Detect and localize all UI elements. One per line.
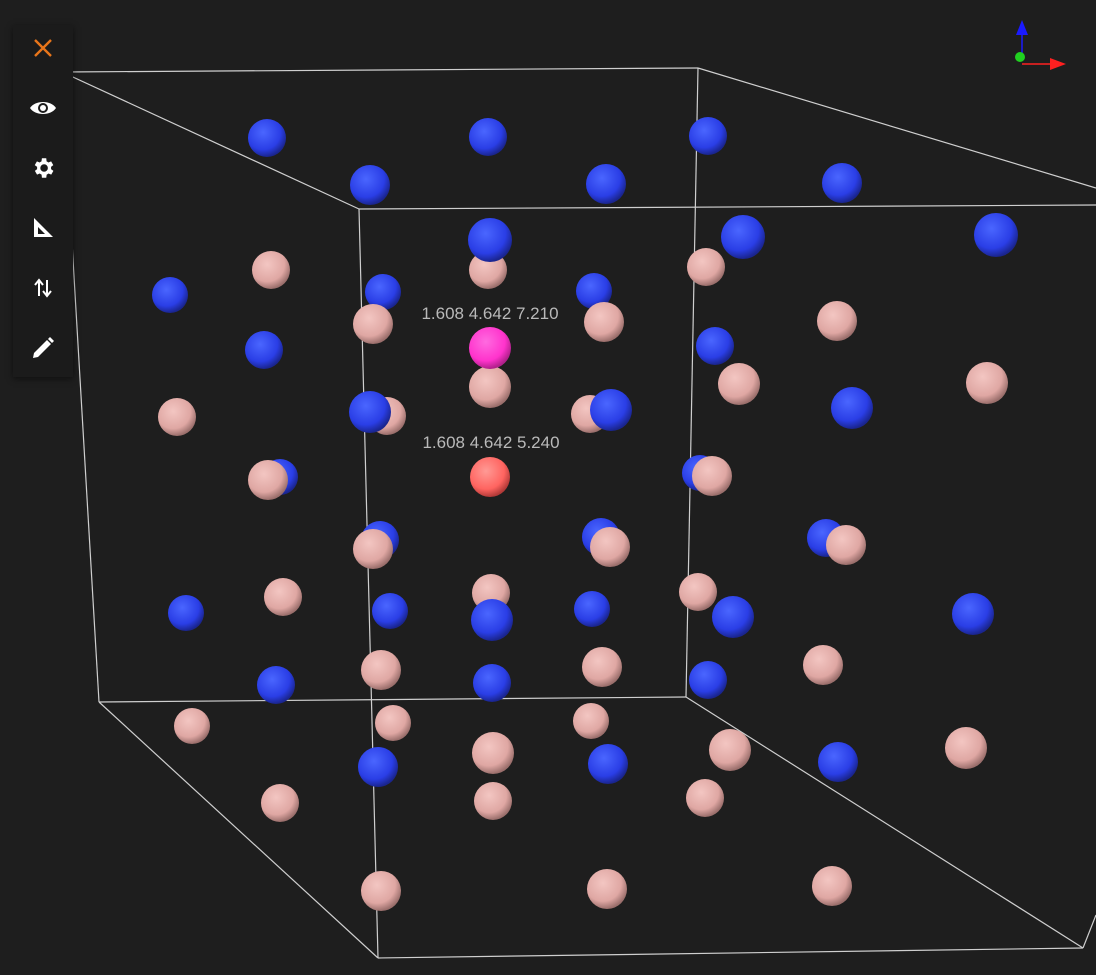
atom-pink[interactable] (718, 363, 760, 405)
eye-icon (30, 102, 56, 114)
atom-blue[interactable] (689, 117, 727, 155)
close-button[interactable] (29, 34, 57, 62)
atom-blue[interactable] (372, 593, 408, 629)
atom-pink[interactable] (264, 578, 302, 616)
atom-blue[interactable] (696, 327, 734, 365)
visibility-button[interactable] (29, 94, 57, 122)
atom-blue[interactable] (350, 165, 390, 205)
atom-blue[interactable] (349, 391, 391, 433)
atom-blue[interactable] (822, 163, 862, 203)
atom-blue[interactable] (588, 744, 628, 784)
atom-pink[interactable] (573, 703, 609, 739)
atom-pink[interactable] (966, 362, 1008, 404)
atom-blue[interactable] (471, 599, 513, 641)
atom-pink[interactable] (692, 456, 732, 496)
atom-pink[interactable] (472, 732, 514, 774)
cell-edge (98, 696, 687, 703)
axes-gizmo (1015, 20, 1066, 70)
atom-blue[interactable] (358, 747, 398, 787)
settings-button[interactable] (29, 154, 57, 182)
cell-edge (377, 947, 1084, 959)
atom-pink[interactable] (812, 866, 852, 906)
atom-blue[interactable] (248, 119, 286, 157)
gear-icon (34, 158, 54, 178)
selected-atom-top[interactable] (469, 327, 511, 369)
atom-pink[interactable] (686, 779, 724, 817)
atom-blue[interactable] (473, 664, 511, 702)
atom-pink[interactable] (679, 573, 717, 611)
cell-edge (697, 67, 1096, 189)
atom-pink[interactable] (587, 869, 627, 909)
cell-edge (685, 696, 1084, 949)
atom-pink[interactable] (353, 529, 393, 569)
atom-pink[interactable] (375, 705, 411, 741)
atom-pink[interactable] (817, 301, 857, 341)
atom-blue[interactable] (245, 331, 283, 369)
atom-blue[interactable] (689, 661, 727, 699)
atom-pink[interactable] (248, 460, 288, 500)
atom-pink[interactable] (584, 302, 624, 342)
cell-edge (61, 71, 360, 210)
unit-cell-box (61, 67, 1096, 959)
atom-blue[interactable] (365, 274, 401, 310)
atom-blue[interactable] (168, 595, 204, 631)
atom-pink[interactable] (252, 251, 290, 289)
atom-coordinate-label: 1.608 4.642 5.240 (422, 433, 560, 452)
ruler-triangle-icon (34, 218, 53, 237)
edit-button[interactable] (29, 334, 57, 362)
toolbar (13, 25, 73, 377)
atom-pink[interactable] (709, 729, 751, 771)
x-axis-arrow-icon (1050, 58, 1066, 70)
measure-button[interactable] (29, 214, 57, 242)
atom-pink[interactable] (826, 525, 866, 565)
cell-edge (358, 204, 1096, 210)
atom-blue[interactable] (469, 118, 507, 156)
atom-blue[interactable] (574, 591, 610, 627)
atom-pink[interactable] (582, 647, 622, 687)
atom-blue[interactable] (712, 596, 754, 638)
atom-blue[interactable] (576, 273, 612, 309)
cell-edge (61, 67, 699, 73)
selected-atom-bottom[interactable] (470, 457, 510, 497)
atom-pink[interactable] (590, 527, 630, 567)
cell-edge (98, 701, 379, 959)
atoms (152, 117, 1018, 911)
atom-blue[interactable] (586, 164, 626, 204)
atom-blue[interactable] (974, 213, 1018, 257)
atom-blue[interactable] (952, 593, 994, 635)
close-icon (34, 39, 52, 57)
atom-pink[interactable] (361, 871, 401, 911)
y-axis-icon (1015, 52, 1025, 62)
atom-pink[interactable] (474, 782, 512, 820)
atom-pink[interactable] (158, 398, 196, 436)
atom-blue[interactable] (257, 666, 295, 704)
atom-pink[interactable] (353, 304, 393, 344)
atom-blue[interactable] (721, 215, 765, 259)
atom-pink[interactable] (803, 645, 843, 685)
swap-vertical-icon (34, 278, 52, 298)
cell-edge (1082, 914, 1096, 949)
atom-pink[interactable] (687, 248, 725, 286)
atom-coordinate-label: 1.608 4.642 7.210 (421, 304, 559, 323)
atom-pink[interactable] (469, 366, 511, 408)
atom-blue[interactable] (818, 742, 858, 782)
atom-blue[interactable] (590, 389, 632, 431)
atom-blue[interactable] (831, 387, 873, 429)
atom-pink[interactable] (361, 650, 401, 690)
pencil-icon (33, 337, 54, 358)
atom-pink[interactable] (261, 784, 299, 822)
swap-button[interactable] (29, 274, 57, 302)
atom-blue[interactable] (468, 218, 512, 262)
z-axis-arrow-icon (1016, 20, 1028, 35)
atom-pink[interactable] (945, 727, 987, 769)
atom-blue[interactable] (152, 277, 188, 313)
atom-pink[interactable] (174, 708, 210, 744)
